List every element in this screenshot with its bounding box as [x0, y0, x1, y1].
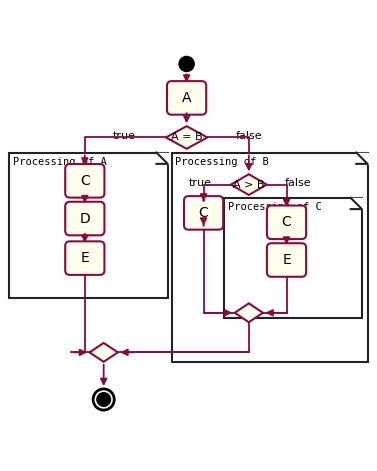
Text: true: true: [188, 179, 211, 188]
Polygon shape: [156, 153, 168, 164]
Text: false: false: [285, 179, 311, 188]
Text: E: E: [282, 253, 291, 267]
Text: A > B: A > B: [233, 179, 265, 190]
Circle shape: [97, 393, 110, 406]
Bar: [9, 153, 168, 298]
Circle shape: [179, 57, 194, 72]
Text: D: D: [80, 211, 90, 226]
Text: true: true: [113, 131, 136, 141]
Text: Processing of C: Processing of C: [228, 203, 322, 212]
Polygon shape: [351, 198, 362, 209]
FancyBboxPatch shape: [267, 243, 306, 277]
Text: false: false: [236, 131, 262, 141]
Text: C: C: [199, 206, 208, 220]
Text: A = B: A = B: [171, 132, 202, 143]
Polygon shape: [234, 303, 263, 322]
Text: Processing of B: Processing of B: [175, 157, 269, 167]
FancyBboxPatch shape: [65, 202, 104, 236]
Polygon shape: [90, 343, 118, 362]
FancyBboxPatch shape: [184, 196, 223, 230]
Polygon shape: [166, 126, 207, 149]
Text: C: C: [282, 215, 291, 229]
Bar: [172, 153, 368, 362]
FancyBboxPatch shape: [65, 241, 104, 275]
Polygon shape: [356, 153, 368, 164]
Bar: [224, 198, 362, 318]
FancyBboxPatch shape: [65, 164, 104, 198]
FancyBboxPatch shape: [167, 81, 206, 114]
Circle shape: [93, 389, 114, 410]
Polygon shape: [231, 174, 267, 195]
Text: Processing of A: Processing of A: [13, 157, 107, 167]
Text: C: C: [80, 174, 90, 188]
FancyBboxPatch shape: [267, 205, 306, 239]
Text: A: A: [182, 91, 192, 105]
Text: E: E: [80, 251, 89, 265]
